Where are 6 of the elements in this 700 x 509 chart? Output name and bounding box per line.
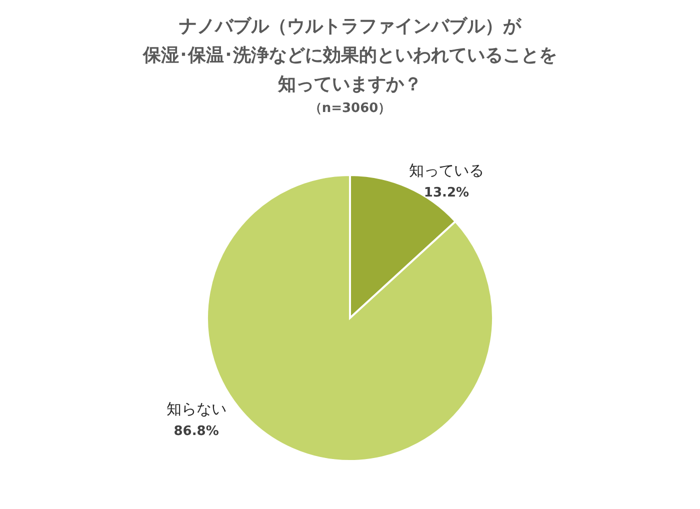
slice-label: 知っている — [408, 161, 484, 180]
data-label: 13.2% — [424, 185, 470, 200]
slice-label: 知らない — [166, 400, 226, 418]
chart-subtitle: （n=3060） — [308, 101, 392, 116]
chart-title: ナノバブル（ウルトラファインバブル）が保湿･保温･洗浄などに効果的といわれていることを知っていますか？ — [142, 16, 557, 95]
data-label: 86.8% — [174, 424, 219, 440]
